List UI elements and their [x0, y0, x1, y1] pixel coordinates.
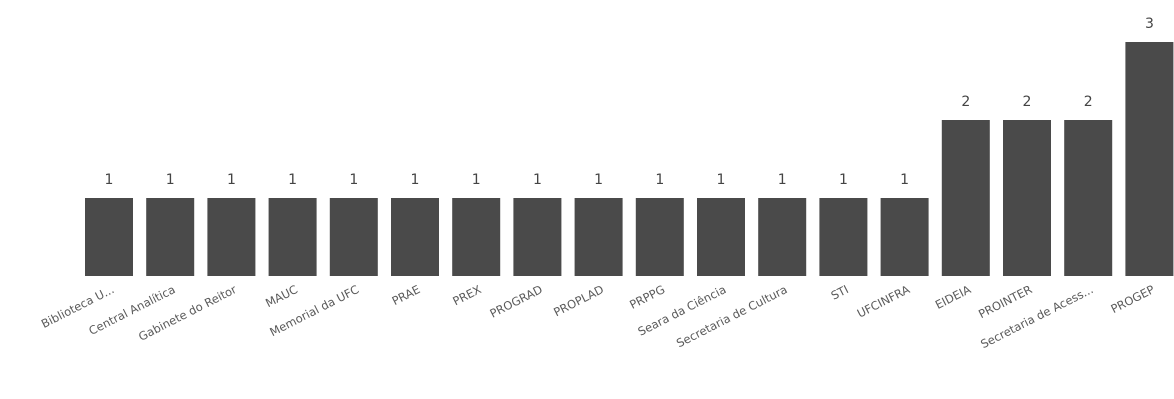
value-label-11: 1: [778, 172, 787, 188]
value-label-13: 1: [900, 172, 909, 188]
category-labels-group: Biblioteca U...Central AnalíticaGabinete…: [39, 282, 1157, 351]
value-label-15: 2: [1023, 94, 1032, 110]
bar-7[interactable]: [513, 198, 562, 276]
category-label-16: Secretaria de Acess...: [978, 282, 1095, 351]
category-label-6: PREX: [450, 282, 483, 308]
bar-2[interactable]: [207, 198, 256, 276]
bar-3[interactable]: [268, 198, 317, 276]
category-label-12: STI: [829, 282, 851, 303]
bar-14[interactable]: [941, 120, 990, 276]
bar-17[interactable]: [1125, 42, 1174, 276]
bar-5[interactable]: [391, 198, 439, 276]
value-label-7: 1: [533, 172, 542, 188]
bar-15[interactable]: [1003, 120, 1051, 276]
value-label-4: 1: [349, 172, 358, 188]
bar-1[interactable]: [146, 198, 195, 276]
category-label-11: Secretaria de Cultura: [674, 282, 790, 350]
value-label-6: 1: [472, 172, 481, 188]
value-label-9: 1: [655, 172, 664, 188]
value-labels-group: 1 1 1 1 1 1 1 1 1 1 1 1 1 1 2 2 2 3: [105, 16, 1154, 188]
category-label-9: PRPPG: [627, 282, 667, 312]
category-label-17: PROGEP: [1108, 282, 1156, 316]
value-label-14: 2: [961, 94, 970, 110]
category-label-5: PRAE: [390, 282, 423, 308]
bar-13[interactable]: [880, 198, 929, 276]
value-label-0: 1: [105, 172, 114, 188]
bar-9[interactable]: [635, 198, 684, 276]
category-label-3: MAUC: [263, 282, 300, 310]
bar-10[interactable]: [697, 198, 745, 276]
value-label-2: 1: [227, 172, 236, 188]
bar-11[interactable]: [758, 198, 807, 276]
value-label-5: 1: [411, 172, 420, 188]
bar-12[interactable]: [819, 198, 868, 276]
bar-6[interactable]: [452, 198, 501, 276]
category-label-7: PROGRAD: [487, 282, 544, 320]
value-label-16: 2: [1084, 94, 1093, 110]
bar-0[interactable]: [85, 198, 133, 276]
category-label-13: UFCINFRA: [855, 282, 912, 320]
bar-16[interactable]: [1064, 120, 1113, 276]
value-label-10: 1: [717, 172, 726, 188]
bars-group: [85, 42, 1174, 276]
bar-8[interactable]: [574, 198, 623, 276]
category-label-8: PROPLAD: [551, 282, 606, 319]
value-label-1: 1: [166, 172, 175, 188]
value-label-8: 1: [594, 172, 603, 188]
value-label-17: 3: [1145, 16, 1154, 32]
value-label-12: 1: [839, 172, 848, 188]
category-label-14: EIDEIA: [933, 282, 973, 312]
bar-4[interactable]: [329, 198, 378, 276]
value-label-3: 1: [288, 172, 297, 188]
